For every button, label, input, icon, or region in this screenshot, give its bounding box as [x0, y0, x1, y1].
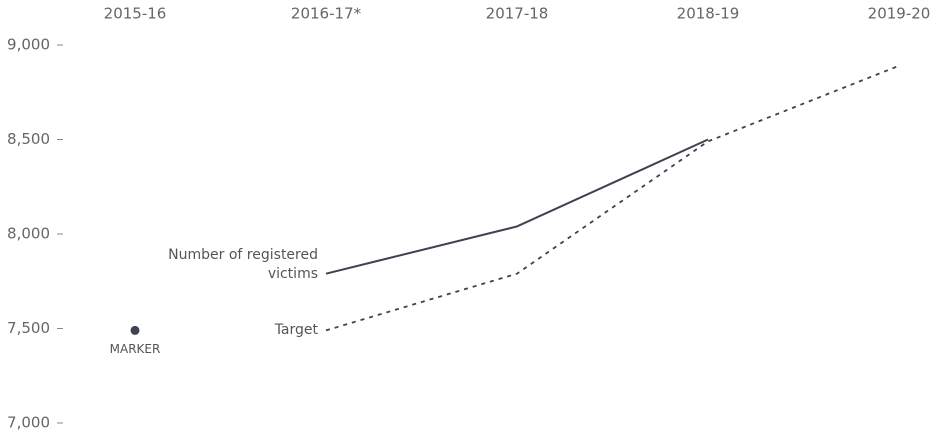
series-label: Number of registered victims [168, 246, 318, 282]
x-tick-label: 2016-17* [291, 5, 362, 23]
y-tick-label: 7,000 [7, 414, 50, 432]
series-label: Target [274, 322, 318, 339]
marker-label: MARKER [109, 342, 161, 357]
series-line [325, 138, 709, 275]
series-line [325, 64, 900, 332]
x-tick-label: 2018-19 [677, 5, 740, 23]
x-tick-label: 2017-18 [486, 5, 549, 23]
y-tick-label: 9,000 [7, 36, 50, 54]
y-tick-label: 8,500 [7, 130, 50, 148]
y-tick-label: 7,500 [7, 319, 50, 337]
y-tick-label: 8,000 [7, 225, 50, 243]
x-tick-label: 2015-16 [104, 5, 167, 23]
marker-point [130, 325, 140, 335]
x-tick-label: 2019-20 [868, 5, 931, 23]
